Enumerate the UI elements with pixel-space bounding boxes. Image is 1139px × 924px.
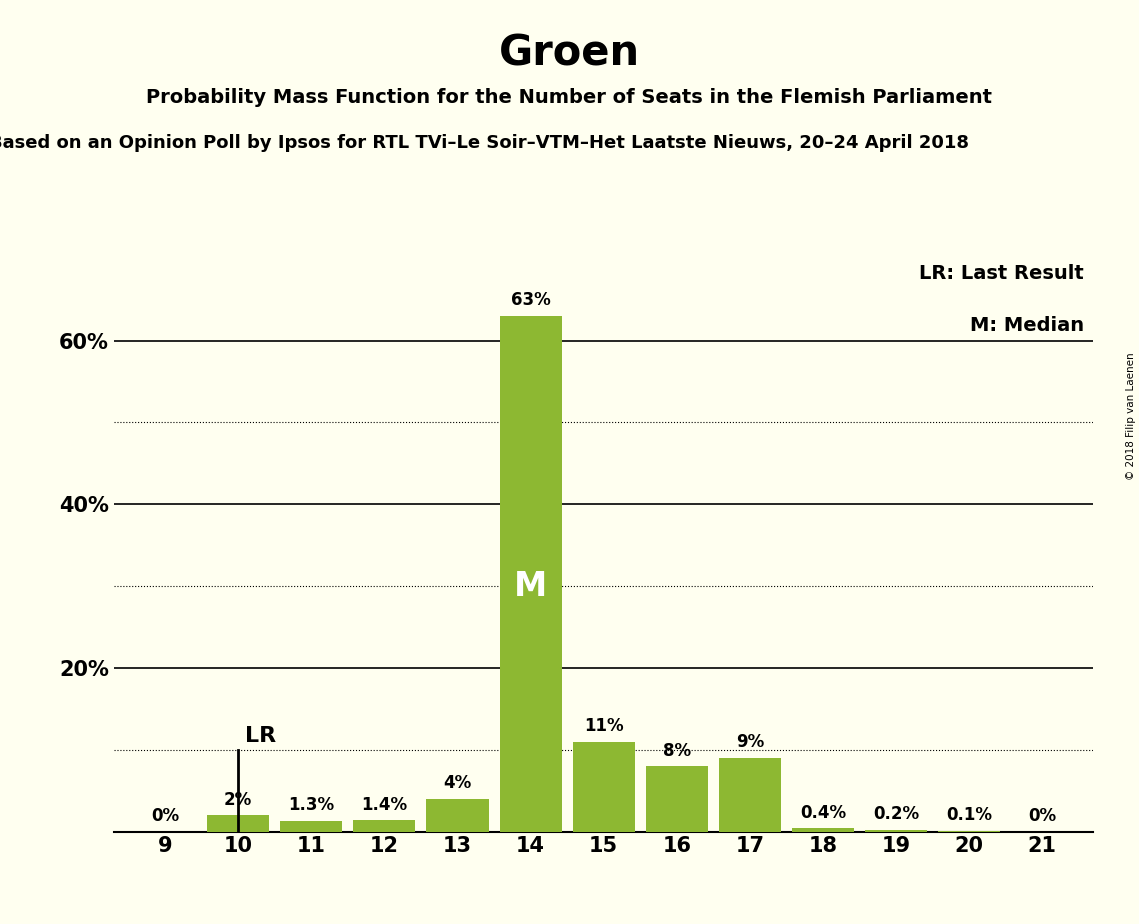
Text: 2%: 2% [224, 791, 253, 808]
Text: 0%: 0% [151, 807, 179, 825]
Text: 1.4%: 1.4% [361, 796, 408, 814]
Text: M: M [514, 569, 547, 602]
Bar [500, 316, 562, 832]
Bar [426, 799, 489, 832]
Text: Probability Mass Function for the Number of Seats in the Flemish Parliament: Probability Mass Function for the Number… [147, 88, 992, 107]
Text: 9%: 9% [736, 734, 764, 751]
Text: Based on an Opinion Poll by Ipsos for RTL TVi–Le Soir–VTM–Het Laatste Nieuws, 20: Based on an Opinion Poll by Ipsos for RT… [0, 134, 968, 152]
Bar [865, 830, 927, 832]
Text: 11%: 11% [584, 717, 623, 735]
Bar [353, 821, 416, 832]
Bar [646, 766, 707, 832]
Bar [792, 828, 854, 832]
Bar [719, 758, 781, 832]
Text: LR: Last Result: LR: Last Result [919, 264, 1083, 284]
Text: 1.3%: 1.3% [288, 796, 335, 814]
Text: M: Median: M: Median [969, 316, 1083, 335]
Text: 0.2%: 0.2% [872, 806, 919, 823]
Bar [207, 815, 269, 832]
Text: Groen: Groen [499, 32, 640, 74]
Text: 0%: 0% [1029, 807, 1056, 825]
Text: 4%: 4% [443, 774, 472, 792]
Text: 63%: 63% [510, 291, 550, 310]
Text: © 2018 Filip van Laenen: © 2018 Filip van Laenen [1126, 352, 1136, 480]
Text: 8%: 8% [663, 742, 691, 760]
Bar [280, 821, 343, 832]
Text: 0.4%: 0.4% [800, 804, 846, 821]
Text: LR: LR [246, 725, 277, 746]
Bar [573, 742, 634, 832]
Text: 0.1%: 0.1% [947, 807, 992, 824]
